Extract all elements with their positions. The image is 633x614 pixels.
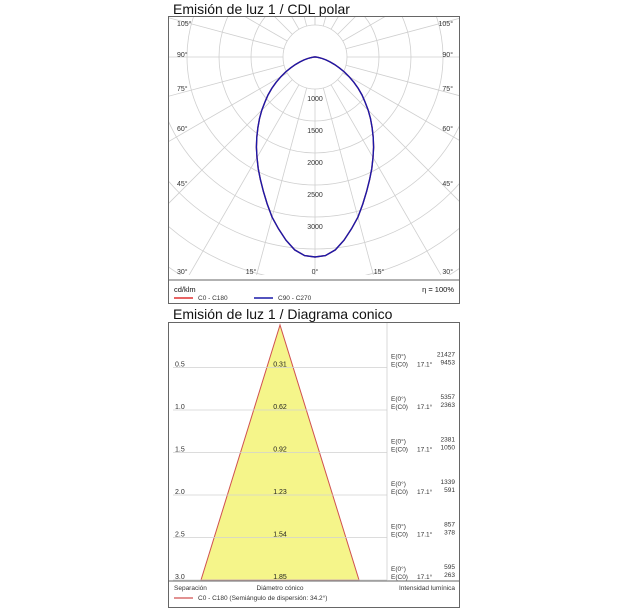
cone-xlabel-diameter: Diámetro cónico (257, 585, 304, 592)
cone-e0-label: E(0°) (391, 565, 406, 573)
cone-ec0-label: E(C0) (391, 447, 408, 454)
cone-ec0-label: E(C0) (391, 532, 408, 539)
polar-angle-label-left: 75° (177, 85, 188, 93)
cone-angle-label: 17.1° (417, 361, 433, 369)
cone-ec0-value: 378 (444, 530, 455, 537)
cone-e0-value: 595 (444, 564, 455, 571)
cone-ec0-value: 2363 (441, 402, 456, 409)
cone-diameter-label: 0.92 (273, 447, 287, 454)
cone-e0-label: E(0°) (391, 480, 406, 488)
polar-angle-label-bottom: 0° (312, 268, 319, 276)
cone-e0-label: E(0°) (391, 395, 406, 403)
polar-spoke--15 (256, 87, 308, 275)
polar-spoke-75 (345, 64, 459, 96)
polar-angle-label-right: 60° (442, 125, 453, 133)
polar-radial-tick: 3000 (307, 224, 323, 231)
cone-angle-label: 17.1° (417, 573, 433, 581)
cone-separation-label: 2.0 (175, 489, 185, 496)
polar-angle-label-left: 105° (177, 20, 192, 28)
polar-angle-label-right: 30° (442, 268, 453, 276)
polar-curve-c90-c270 (255, 56, 375, 258)
cone-xlabel-separation: Separación (174, 585, 207, 592)
polar-efficiency: η = 100% (422, 285, 454, 294)
cone-e0-label: E(0°) (391, 523, 406, 531)
cone-ec0-value: 9453 (441, 360, 456, 367)
polar-spoke-105 (345, 18, 459, 50)
polar-spoke--60 (169, 72, 288, 142)
cone-separation-label: 3.0 (175, 574, 185, 581)
cone-diameter-label: 1.54 (273, 532, 287, 539)
cone-xlabel-intensity: Intensidad lumínica (399, 585, 455, 592)
polar-spoke--75 (169, 64, 285, 97)
cone-legend-label: C0 - C180 (Semiángulo de dispersión: 34.… (198, 594, 327, 602)
polar-radial-tick: 2500 (307, 192, 323, 199)
polar-spoke--105 (169, 17, 285, 50)
cone-diameter-label: 1.23 (273, 489, 287, 496)
cone-diameter-label: 0.62 (273, 404, 287, 411)
cone-separation-label: 1.5 (175, 447, 185, 454)
polar-chart-panel: 105° 90° 75° 60° 45° 30° 105° 90° 75° 60° 45° 30° 15… (168, 16, 460, 304)
polar-angle-label-right: 45° (442, 180, 453, 188)
cone-e0-value: 21427 (437, 352, 455, 359)
polar-chart-title: Emisión de luz 1 / CDL polar (173, 1, 350, 17)
legend-label-c90-c270: C90 - C270 (278, 295, 312, 302)
polar-spoke-15 (322, 87, 374, 275)
cone-ec0-value: 1050 (441, 445, 456, 452)
polar-angle-label-right: 105° (439, 20, 454, 28)
cone-e0-value: 857 (444, 522, 455, 529)
polar-spoke-60 (342, 72, 459, 141)
cone-chart-panel: 0.5 0.31 E(0°) E(C0) 17.1° 21427 9453 1.0 0.62 E(… (168, 322, 460, 608)
cone-diameter-label: 1.85 (273, 574, 287, 581)
cone-angle-label: 17.1° (417, 488, 433, 496)
polar-radial-tick: 1500 (307, 128, 323, 135)
polar-spoke-30 (330, 84, 442, 275)
cone-e0-label: E(0°) (391, 353, 406, 361)
cone-ec0-label: E(C0) (391, 574, 408, 581)
polar-angle-label-bottom: 15° (246, 268, 257, 276)
cone-angle-label: 17.1° (417, 531, 433, 539)
cone-separation-label: 1.0 (175, 404, 185, 411)
cone-e0-value: 5357 (441, 394, 456, 401)
polar-angle-label-left: 45° (177, 180, 188, 188)
polar-chart: 105° 90° 75° 60° 45° 30° 105° 90° 75° 60° 45° 30° 15… (169, 17, 459, 302)
polar-angle-label-right: 75° (442, 85, 453, 93)
cone-separation-label: 2.5 (175, 532, 185, 539)
polar-angle-label-right: 90° (442, 51, 453, 59)
cone-ec0-value: 263 (444, 572, 455, 579)
cone-angle-label: 17.1° (417, 446, 433, 454)
cone-chart-title: Emisión de luz 1 / Diagrama conico (173, 306, 393, 322)
polar-angle-label-left: 60° (177, 125, 188, 133)
polar-angle-label-left: 90° (177, 51, 188, 59)
legend-label-c0-c180: C0 - C180 (198, 295, 228, 302)
polar-radial-tick: 2000 (307, 160, 323, 167)
polar-spoke-45 (337, 79, 459, 202)
cone-e0-value: 2381 (441, 437, 456, 444)
polar-unit-label: cd/klm (174, 285, 196, 294)
cone-e0-label: E(0°) (391, 438, 406, 446)
polar-grid (169, 17, 459, 275)
polar-ring-4 (169, 121, 459, 218)
cone-e0-value: 1339 (441, 479, 456, 486)
polar-angle-label-bottom: 15° (374, 268, 385, 276)
cone-separation-label: 0.5 (175, 362, 185, 369)
polar-spoke--45 (169, 79, 293, 204)
cone-ec0-label: E(C0) (391, 362, 408, 369)
cone-ec0-value: 591 (444, 487, 455, 494)
cone-diameter-label: 0.31 (273, 362, 287, 369)
cone-angle-label: 17.1° (417, 403, 433, 411)
polar-angle-label-left: 30° (177, 268, 188, 276)
polar-radial-tick: 1000 (307, 96, 323, 103)
cone-ec0-label: E(C0) (391, 404, 408, 411)
cone-ec0-label: E(C0) (391, 489, 408, 496)
polar-spoke--30 (188, 84, 300, 275)
